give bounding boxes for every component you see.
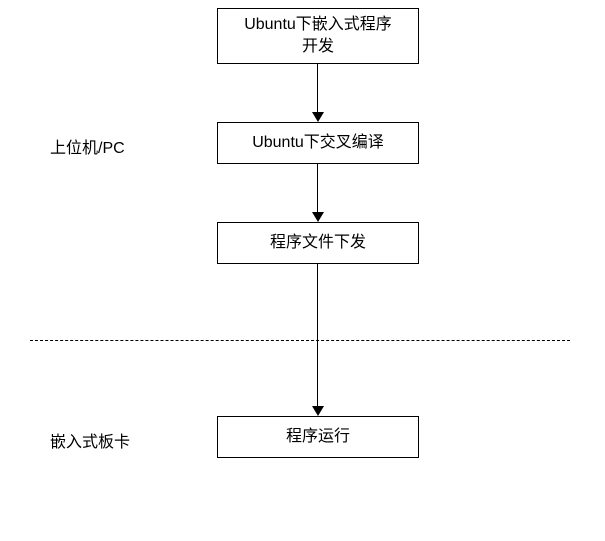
arrow-head-3 [312,406,324,416]
side-label-host-pc: 上位机/PC [50,134,125,158]
side-label-text: 嵌入式板卡 [50,434,130,451]
node-label: Ubuntu下嵌入式程序开发 [244,14,392,59]
node-label: 程序文件下发 [270,232,366,254]
flowchart-node-run: 程序运行 [217,416,419,458]
side-label-text: 上位机/PC [50,140,125,157]
arrow-line-2 [317,164,318,214]
arrow-head-2 [312,212,324,222]
flowchart-node-download: 程序文件下发 [217,222,419,264]
node-label: Ubuntu下交叉编译 [252,132,384,154]
arrow-head-1 [312,112,324,122]
flowchart-node-crosscompile: Ubuntu下交叉编译 [217,122,419,164]
node-label: 程序运行 [286,426,350,448]
arrow-line-1 [317,64,318,114]
arrow-line-3 [317,264,318,408]
flowchart-node-develop: Ubuntu下嵌入式程序开发 [217,8,419,64]
divider-line [30,340,570,341]
side-label-embedded-board: 嵌入式板卡 [50,428,130,452]
